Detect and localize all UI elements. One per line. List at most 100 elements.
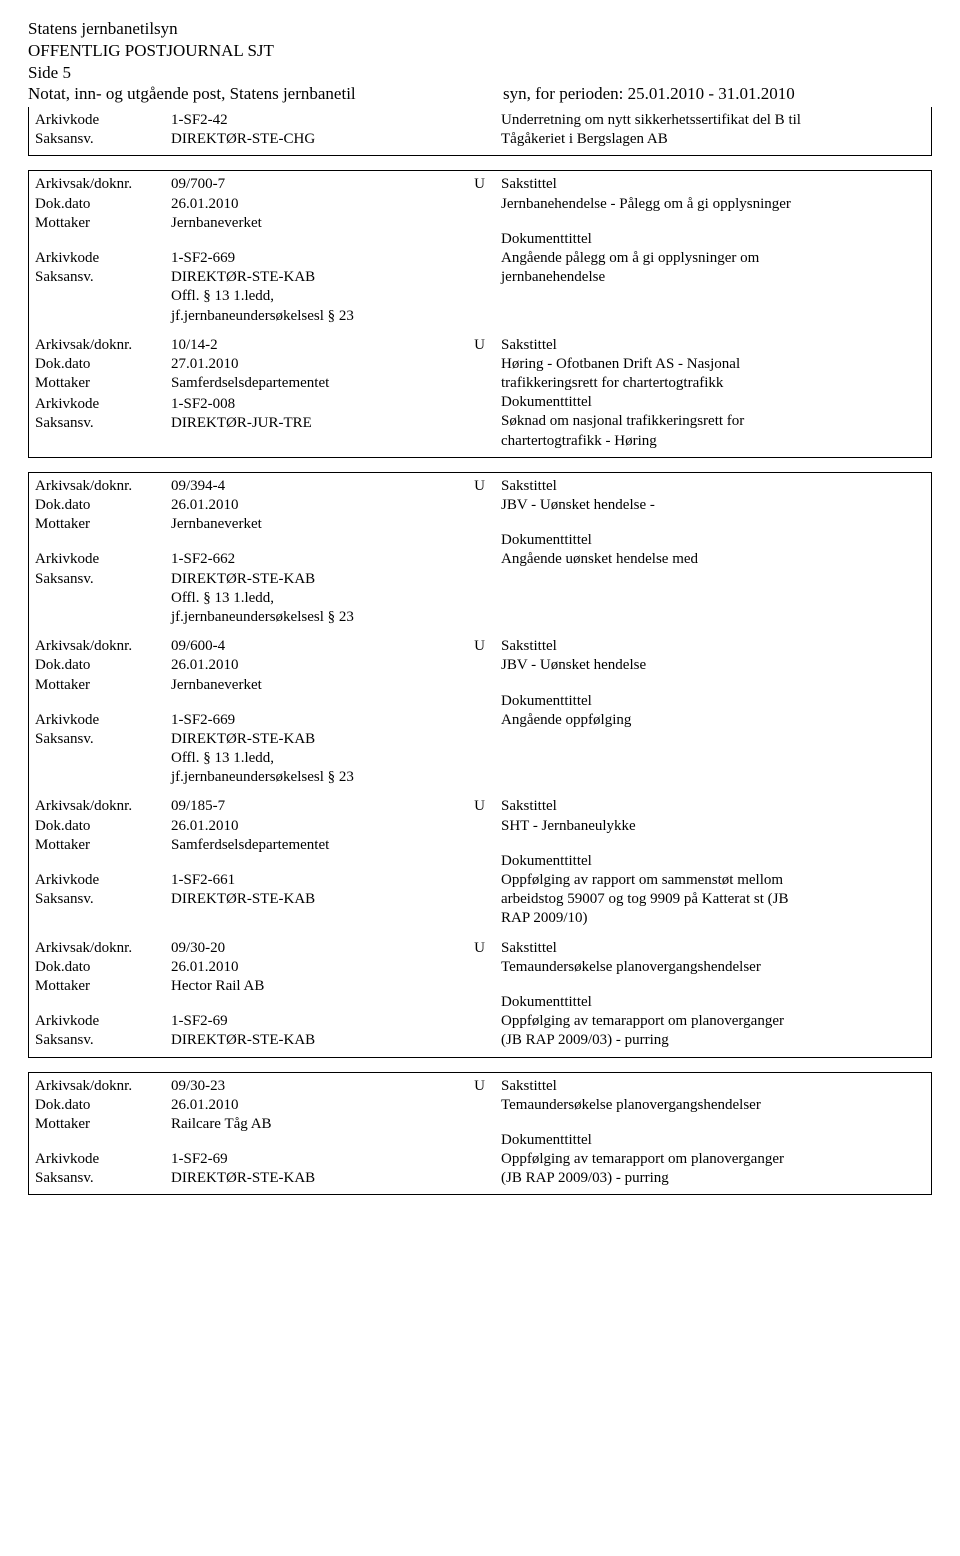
label-sakstittel: Sakstittel (501, 477, 925, 496)
label-doktittel: Dokumenttittel (501, 531, 925, 550)
e4-extra2: jf.jernbaneundersøkelsesl § 23 (171, 768, 495, 787)
e3-dokdato: 26.01.2010 (171, 496, 495, 515)
label-dokdato: Dok.dato (35, 355, 171, 374)
e3-saksansv: DIREKTØR-STE-KAB (171, 570, 495, 589)
e6-stitle: Temaundersøkelse planovergangshendelser (501, 958, 925, 977)
label-arkivsak: Arkivsak/doknr. (35, 175, 171, 194)
e1-mottaker: Jernbaneverket (171, 214, 495, 233)
label-arkivsak: Arkivsak/doknr. (35, 336, 171, 355)
e5-dtext1: Oppfølging av rapport om sammenstøt mell… (501, 871, 925, 890)
e4-u: U (471, 637, 495, 656)
top-desc-2: Tågåkeriet i Bergslagen AB (501, 130, 925, 149)
e4-dtext: Angående oppfølging (501, 711, 925, 730)
e2-dokdato: 27.01.2010 (171, 355, 495, 374)
label-doktittel: Dokumenttittel (501, 230, 925, 249)
top-saksansv: DIREKTØR-STE-CHG (171, 130, 495, 149)
e5-dokdato: 26.01.2010 (171, 817, 495, 836)
e3-mottaker: Jernbaneverket (171, 515, 495, 534)
label-arkivsak: Arkivsak/doknr. (35, 637, 171, 656)
e6-u: U (471, 939, 495, 958)
e2-stitle2: trafikkeringsrett for chartertogtrafikk (501, 374, 925, 393)
label-doktittel: Dokumenttittel (501, 692, 925, 711)
e5-arkivkode: 1-SF2-661 (171, 871, 495, 890)
e7-arkivsak: 09/30-23 (171, 1077, 471, 1096)
label-saksansv: Saksansv. (35, 414, 171, 433)
page-number: Side 5 (28, 62, 932, 84)
label-dokdato: Dok.dato (35, 958, 171, 977)
e1-dtext2: jernbanehendelse (501, 268, 925, 287)
label-sakstittel: Sakstittel (501, 797, 925, 816)
label-mottaker: Mottaker (35, 1115, 171, 1134)
e6-dtext1: Oppfølging av temarapport om planovergan… (501, 1012, 925, 1031)
period-note-right: syn, for perioden: 25.01.2010 - 31.01.20… (503, 83, 795, 105)
e1-dtext1: Angående pålegg om å gi opplysninger om (501, 249, 925, 268)
e3-extra2: jf.jernbaneundersøkelsesl § 23 (171, 608, 495, 627)
e1-extra2: jf.jernbaneundersøkelsesl § 23 (171, 307, 495, 326)
label-sakstittel: Sakstittel (501, 336, 925, 355)
label-arkivkode: Arkivkode (35, 1150, 171, 1169)
e5-dtext2: arbeidstog 59007 og tog 9909 på Katterat… (501, 890, 925, 909)
label-sakstittel: Sakstittel (501, 637, 925, 656)
label-arkivkode: Arkivkode (35, 395, 171, 414)
label-arkivsak: Arkivsak/doknr. (35, 797, 171, 816)
label-saksansv: Saksansv. (35, 1031, 171, 1050)
e1-saksansv: DIREKTØR-STE-KAB (171, 268, 495, 287)
period-note-left: Notat, inn- og utgående post, Statens je… (28, 83, 503, 105)
label-mottaker: Mottaker (35, 515, 171, 534)
label-doktittel: Dokumenttittel (501, 393, 925, 412)
label-dokdato: Dok.dato (35, 656, 171, 675)
e3-arkivkode: 1-SF2-662 (171, 550, 495, 569)
label-saksansv: Saksansv. (35, 268, 171, 287)
label-mottaker: Mottaker (35, 676, 171, 695)
e1-extra1: Offl. § 13 1.ledd, (171, 287, 495, 306)
e5-u: U (471, 797, 495, 816)
label-saksansv: Saksansv. (35, 730, 171, 749)
e6-dtext2: (JB RAP 2009/03) - purring (501, 1031, 925, 1050)
e7-arkivkode: 1-SF2-69 (171, 1150, 495, 1169)
label-dokdato: Dok.dato (35, 817, 171, 836)
e1-arkivkode: 1-SF2-669 (171, 249, 495, 268)
e2-u: U (471, 336, 495, 355)
e3-u: U (471, 477, 495, 496)
e4-dokdato: 26.01.2010 (171, 656, 495, 675)
entry-top: Arkivkode1-SF2-42 Saksansv.DIREKTØR-STE-… (28, 107, 932, 156)
label-arkivkode: Arkivkode (35, 249, 171, 268)
e3-stitle: JBV - Uønsket hendelse - (501, 496, 925, 515)
e2-saksansv: DIREKTØR-JUR-TRE (171, 414, 495, 433)
e2-arkivsak: 10/14-2 (171, 336, 471, 355)
e6-arkivsak: 09/30-20 (171, 939, 471, 958)
e1-u: U (471, 175, 495, 194)
e2-arkivkode: 1-SF2-008 (171, 395, 495, 414)
entry-5: Arkivsak/doknr.09/185-7U Dok.dato26.01.2… (28, 793, 932, 934)
e3-extra1: Offl. § 13 1.ledd, (171, 589, 495, 608)
e6-mottaker: Hector Rail AB (171, 977, 495, 996)
label-mottaker: Mottaker (35, 214, 171, 233)
e1-stitle: Jernbanehendelse - Pålegg om å gi opplys… (501, 195, 925, 214)
label-saksansv: Saksansv. (35, 1169, 171, 1188)
label-dokdato: Dok.dato (35, 496, 171, 515)
e7-dtext1: Oppfølging av temarapport om planovergan… (501, 1150, 925, 1169)
e5-dtext3: RAP 2009/10) (501, 909, 925, 928)
e6-arkivkode: 1-SF2-69 (171, 1012, 495, 1031)
e2-dtext1: Søknad om nasjonal trafikkeringsrett for (501, 412, 925, 431)
label-saksansv: Saksansv. (35, 890, 171, 909)
label-arkivsak: Arkivsak/doknr. (35, 939, 171, 958)
e1-dokdato: 26.01.2010 (171, 195, 495, 214)
label-sakstittel: Sakstittel (501, 939, 925, 958)
label-arkivsak: Arkivsak/doknr. (35, 1077, 171, 1096)
label-doktittel: Dokumenttittel (501, 852, 925, 871)
e6-saksansv: DIREKTØR-STE-KAB (171, 1031, 495, 1050)
label-saksansv: Saksansv. (35, 570, 171, 589)
e2-dtext2: chartertogtrafikk - Høring (501, 432, 925, 451)
e4-stitle: JBV - Uønsket hendelse (501, 656, 925, 675)
entry-1: Arkivsak/doknr.09/700-7U Dok.dato26.01.2… (28, 170, 932, 331)
label-dokdato: Dok.dato (35, 1096, 171, 1115)
label-arkivkode: Arkivkode (35, 711, 171, 730)
e4-arkivkode: 1-SF2-669 (171, 711, 495, 730)
e4-arkivsak: 09/600-4 (171, 637, 471, 656)
e4-extra1: Offl. § 13 1.ledd, (171, 749, 495, 768)
e7-u: U (471, 1077, 495, 1096)
e5-stitle: SHT - Jernbaneulykke (501, 817, 925, 836)
journal-title: OFFENTLIG POSTJOURNAL SJT (28, 40, 932, 62)
label-arkivsak: Arkivsak/doknr. (35, 477, 171, 496)
